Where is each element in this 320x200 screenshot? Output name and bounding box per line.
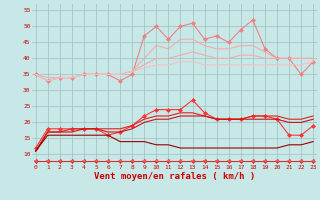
X-axis label: Vent moyen/en rafales ( km/h ): Vent moyen/en rafales ( km/h ) xyxy=(94,172,255,181)
